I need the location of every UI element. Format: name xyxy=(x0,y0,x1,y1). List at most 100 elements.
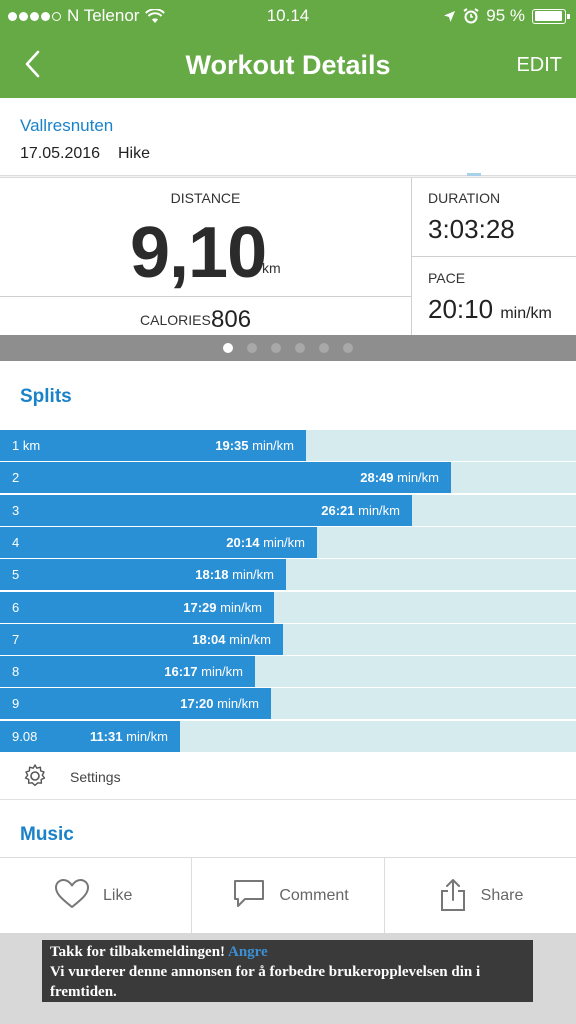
feedback-thanks: Takk for tilbakemeldingen! xyxy=(50,944,226,960)
splits-settings-button[interactable]: Settings xyxy=(0,751,576,799)
share-label: Share xyxy=(480,887,524,904)
split-pace-value: 20:14 xyxy=(226,534,260,550)
distance-unit: km xyxy=(262,260,281,276)
split-bar xyxy=(0,526,317,558)
signal-strength-icon xyxy=(8,11,61,21)
split-pace: 28:49 min/km xyxy=(360,470,439,485)
battery-percent: 95 % xyxy=(486,6,525,25)
ad-area: Takk for tilbakemeldingen! Angre Vi vurd… xyxy=(0,933,576,1024)
comment-icon xyxy=(234,880,265,907)
split-pace-unit: min/km xyxy=(220,599,262,615)
calories-value: 806 xyxy=(211,306,252,333)
splits-title: Splits xyxy=(20,386,72,407)
alarm-icon xyxy=(463,8,479,24)
split-row: 6 17:29 min/km xyxy=(0,591,576,623)
split-pace-unit: min/km xyxy=(229,631,271,647)
split-km: 4 xyxy=(12,534,20,550)
page-title: Workout Details xyxy=(185,50,391,80)
split-pace-value: 28:49 xyxy=(360,470,394,486)
stats-panel[interactable]: DISTANCE 9,10 km CALORIES 806 DURATION 3… xyxy=(0,177,576,336)
comment-button[interactable]: Comment xyxy=(192,858,385,933)
workout-type: Hike xyxy=(118,145,151,162)
like-button[interactable]: Like xyxy=(0,858,193,933)
splits-section: Splits 1 km 19:35 min/km 2 28:49 min/km 3 26:… xyxy=(0,361,576,799)
split-pace: 16:17 min/km xyxy=(164,664,243,679)
split-km: 9 xyxy=(12,696,20,712)
page-indicator[interactable] xyxy=(0,335,576,361)
edit-button[interactable]: EDIT xyxy=(516,54,562,76)
page-dot[interactable] xyxy=(271,343,281,353)
music-title: Music xyxy=(20,824,74,845)
split-row: 5 18:18 min/km xyxy=(0,559,576,591)
battery-icon xyxy=(532,8,570,24)
split-bar xyxy=(0,720,180,752)
split-km: 2 xyxy=(12,470,20,486)
split-pace: 17:20 min/km xyxy=(180,696,259,711)
split-pace-value: 26:21 xyxy=(321,502,355,518)
ad-feedback-banner: Takk for tilbakemeldingen! Angre Vi vurd… xyxy=(42,940,533,1002)
split-pace-value: 16:17 xyxy=(164,664,198,680)
share-button[interactable]: Share xyxy=(385,858,576,933)
stats-divider xyxy=(411,178,412,336)
split-pace: 19:35 min/km xyxy=(215,438,294,453)
split-row: 9.08 11:31 min/km xyxy=(0,720,576,752)
app-header: N Telenor 10.14 95 % xyxy=(0,0,576,98)
navigation-bar: Workout Details EDIT xyxy=(0,32,576,98)
feedback-message: Vi vurderer denne annonsen for å forbedr… xyxy=(50,964,481,1000)
split-km: 6 xyxy=(12,599,20,615)
split-km: 9.08 xyxy=(12,728,38,744)
like-label: Like xyxy=(103,887,133,904)
location-arrow-icon xyxy=(444,10,456,22)
split-row: 4 20:14 min/km xyxy=(0,526,576,558)
status-time: 10.14 xyxy=(266,6,310,25)
distance-value: 9,10 xyxy=(130,213,267,293)
split-km: 1 km xyxy=(12,438,41,453)
split-bar xyxy=(0,430,306,461)
stats-divider xyxy=(412,256,576,257)
split-pace-value: 19:35 xyxy=(215,438,249,453)
split-bar xyxy=(0,559,286,591)
heart-icon xyxy=(55,879,89,908)
carrier-name: N Telenor xyxy=(67,6,140,25)
wifi-icon xyxy=(145,8,166,23)
undo-link[interactable]: Angre xyxy=(227,944,268,960)
split-pace: 11:31 min/km xyxy=(90,729,168,744)
split-pace-unit: min/km xyxy=(201,664,243,680)
split-km: 3 xyxy=(12,502,20,518)
split-km: 7 xyxy=(12,631,20,647)
split-pace-unit: min/km xyxy=(126,728,168,744)
status-bar: N Telenor 10.14 95 % xyxy=(0,0,576,32)
split-km: 8 xyxy=(12,664,20,680)
settings-label: Settings xyxy=(70,769,121,785)
duration-value: 3:03:28 xyxy=(428,214,515,244)
split-row: 2 28:49 min/km xyxy=(0,462,576,494)
distance-label: DISTANCE xyxy=(170,190,241,206)
share-icon xyxy=(440,879,465,911)
split-row: 8 16:17 min/km xyxy=(0,656,576,688)
page-dot[interactable] xyxy=(247,343,257,353)
split-pace: 17:29 min/km xyxy=(183,600,262,615)
split-pace-value: 11:31 xyxy=(89,728,123,744)
page-dot[interactable] xyxy=(343,343,353,353)
page-dot[interactable] xyxy=(319,343,329,353)
split-bar xyxy=(0,591,274,623)
split-km: 5 xyxy=(12,567,20,583)
workout-name[interactable]: Vallresnuten xyxy=(20,116,114,135)
split-pace-unit: min/km xyxy=(232,567,274,583)
workout-date: 17.05.2016 xyxy=(20,145,101,162)
back-chevron-icon[interactable] xyxy=(16,46,52,82)
pace-unit: min/km xyxy=(500,305,552,322)
split-bar xyxy=(0,688,271,720)
page-dot[interactable] xyxy=(223,343,233,353)
duration-label: DURATION xyxy=(428,190,501,206)
page-dot[interactable] xyxy=(295,343,305,353)
workout-header: Vallresnuten 17.05.2016 Hike xyxy=(0,98,576,176)
split-pace: 18:18 min/km xyxy=(195,567,274,582)
pace-label: PACE xyxy=(428,270,466,286)
split-pace: 18:04 min/km xyxy=(192,632,271,647)
split-pace-unit: min/km xyxy=(358,502,400,518)
pace-value: 20:10 min/km xyxy=(428,294,552,325)
pace-number: 20:10 xyxy=(428,294,494,324)
calories-label: CALORIES xyxy=(140,312,211,328)
split-bar xyxy=(0,462,451,494)
